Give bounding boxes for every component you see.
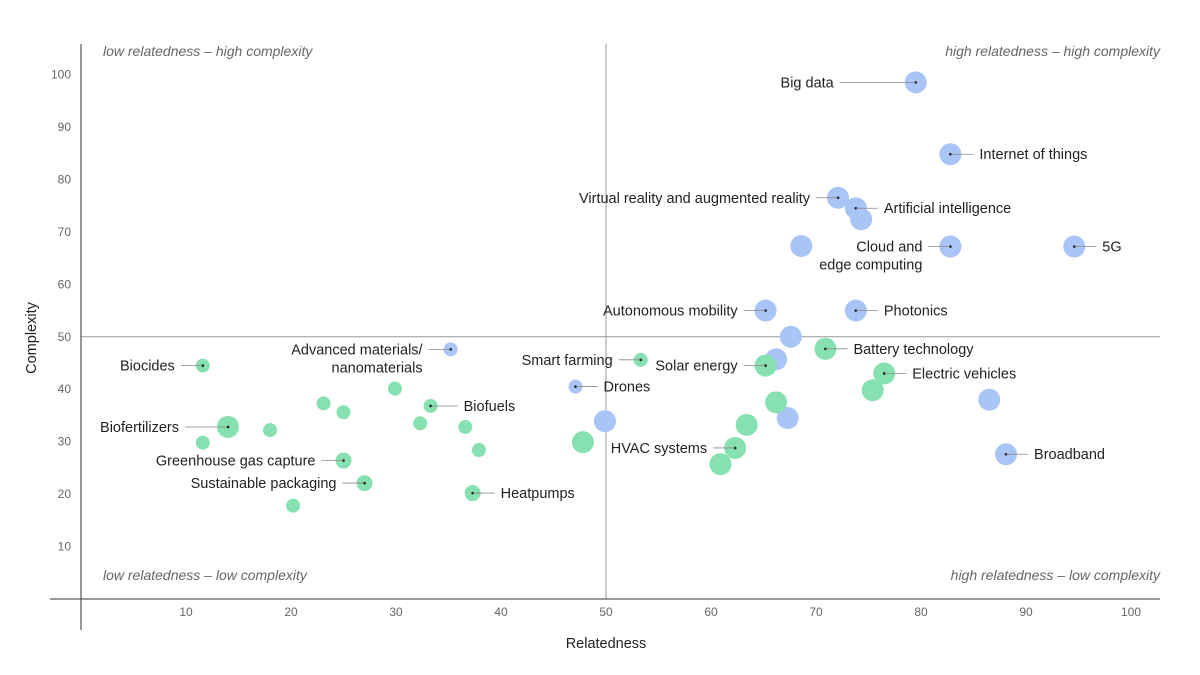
quadrant-label-bottom-right: high relatedness – low complexity — [951, 567, 1161, 583]
green-bubble — [263, 423, 277, 438]
point-label: Autonomous mobility — [603, 304, 738, 320]
y-tick-label: 50 — [58, 330, 72, 344]
blue-bubble — [978, 388, 1001, 411]
point-label: Internet of things — [979, 147, 1087, 163]
blue-bubble — [850, 208, 873, 231]
x-tick-label: 70 — [809, 605, 823, 619]
y-tick-label: 10 — [58, 540, 72, 554]
quadrant-label-top-left: low relatedness – high complexity — [103, 43, 313, 59]
green-bubble — [387, 381, 402, 396]
green-bubble — [286, 498, 301, 513]
blue-bubble — [790, 235, 813, 258]
y-axis-title: Complexity — [24, 301, 40, 373]
point-label: Battery technology — [853, 342, 974, 358]
green-bubble — [765, 391, 788, 414]
blue-bubble — [779, 325, 802, 348]
green-bubble — [413, 416, 428, 431]
quadrant-label-top-right: high relatedness – high complexity — [945, 43, 1161, 59]
x-tick-label: 100 — [1121, 605, 1141, 619]
x-axis-title: Relatedness — [566, 636, 647, 652]
x-tick-label: 60 — [704, 605, 718, 619]
point-label: 5G — [1102, 240, 1121, 256]
green-bubble — [336, 405, 351, 420]
point-labels: Big data Internet of things Virtual realit… — [100, 75, 1122, 502]
point-label: Broadband — [1034, 447, 1105, 463]
y-tick-label: 60 — [58, 277, 72, 291]
green-bubble — [861, 379, 884, 402]
green-bubble — [195, 435, 210, 450]
y-tick-label: 90 — [58, 120, 72, 134]
quadrant-labels: low relatedness – high complexity high r… — [103, 43, 1161, 583]
green-bubble — [571, 431, 594, 454]
x-tick-label: 30 — [389, 605, 403, 619]
point-label: Virtual reality and augmented reality — [579, 191, 811, 207]
y-tick-label: 20 — [58, 487, 72, 501]
point-label: Smart farming — [522, 353, 613, 369]
green-bubble — [316, 396, 331, 411]
point-label: Sustainable packaging — [191, 476, 337, 492]
tick-labels: 10 20 30 40 50 60 70 80 90 100 10 20 30 40 50 60 70 80 90 1… — [51, 68, 1141, 620]
data-points — [195, 71, 1086, 513]
quadrant-label-bottom-left: low relatedness – low complexity — [103, 567, 308, 583]
x-tick-label: 80 — [914, 605, 928, 619]
axes — [50, 44, 1160, 630]
x-tick-label: 20 — [284, 605, 298, 619]
point-center-dot — [449, 348, 452, 351]
point-label: HVAC systems — [611, 441, 707, 457]
x-tick-label: 50 — [599, 605, 613, 619]
point-label: Biofertilizers — [100, 420, 179, 436]
divider-lines — [81, 44, 1160, 599]
y-tick-label: 30 — [58, 435, 72, 449]
point-label: Biofuels — [464, 399, 516, 415]
y-tick-label: 40 — [58, 382, 72, 396]
point-label: Advanced materials/nanomaterials — [291, 342, 423, 376]
point-label: Solar energy — [655, 359, 738, 375]
point-label: Electric vehicles — [912, 366, 1016, 382]
blue-bubble — [776, 407, 799, 430]
green-bubble — [471, 443, 486, 458]
blue-bubble — [593, 410, 616, 433]
point-label: Drones — [604, 380, 651, 396]
point-label: Greenhouse gas capture — [156, 454, 316, 470]
y-tick-label: 80 — [58, 172, 72, 186]
point-label: Big data — [781, 75, 835, 91]
point-label: Cloud and edge computing — [819, 240, 922, 274]
x-tick-label: 10 — [179, 605, 193, 619]
y-tick-label: 100 — [51, 68, 71, 82]
point-label: Photonics — [884, 304, 948, 320]
point-label: Biocides — [120, 359, 175, 375]
y-tick-label: 70 — [58, 225, 72, 239]
green-bubble — [709, 453, 732, 476]
point-label: Artificial intelligence — [884, 201, 1011, 217]
green-bubble — [735, 413, 758, 436]
x-tick-label: 90 — [1019, 605, 1033, 619]
green-bubble — [458, 419, 473, 434]
point-label: Heatpumps — [501, 486, 575, 502]
x-tick-label: 40 — [494, 605, 508, 619]
